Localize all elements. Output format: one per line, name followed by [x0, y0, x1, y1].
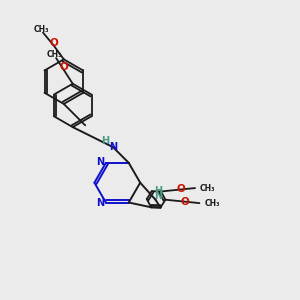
- Text: N: N: [96, 198, 105, 208]
- Text: N: N: [154, 190, 163, 200]
- Text: H: H: [101, 136, 110, 146]
- Text: H: H: [154, 186, 162, 196]
- Text: O: O: [60, 62, 68, 72]
- Text: CH₃: CH₃: [200, 184, 216, 193]
- Text: N: N: [97, 157, 105, 167]
- Text: CH₃: CH₃: [34, 25, 49, 34]
- Text: CH₃: CH₃: [47, 50, 62, 59]
- Text: O: O: [49, 38, 58, 48]
- Text: N: N: [110, 142, 118, 152]
- Text: CH₃: CH₃: [205, 199, 220, 208]
- Text: O: O: [176, 184, 185, 194]
- Text: O: O: [181, 197, 190, 207]
